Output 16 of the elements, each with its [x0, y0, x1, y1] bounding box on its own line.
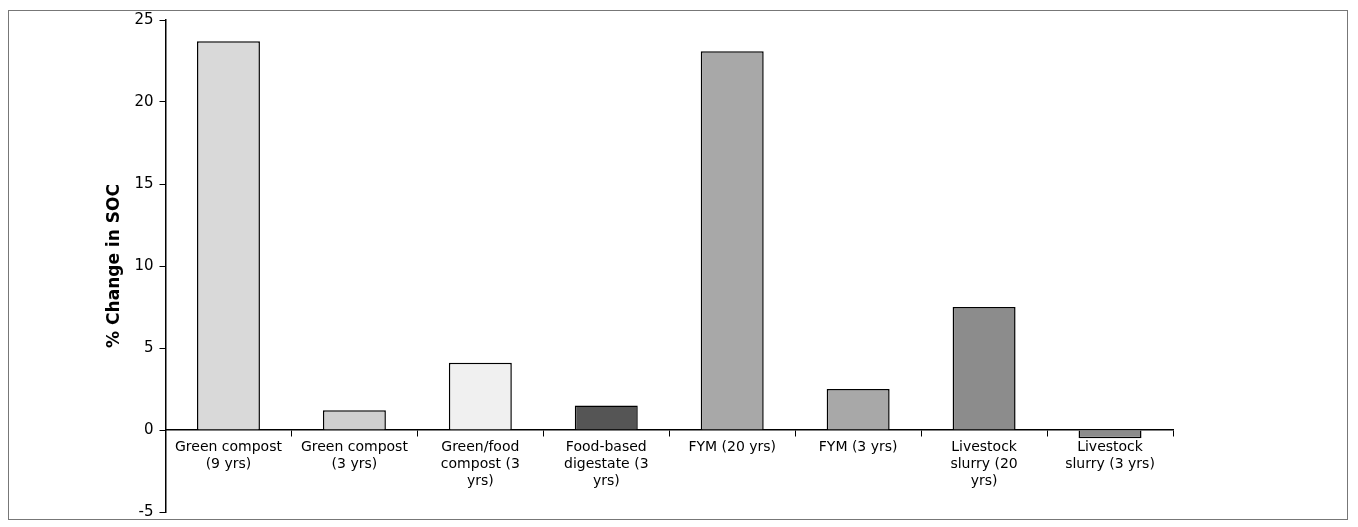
- x-tick-label: Green compost (9 yrs): [174, 438, 283, 471]
- x-tick-label: Livestock slurry (20 yrs): [950, 438, 1018, 488]
- x-tick-label: Food-based digestate (3 yrs): [563, 438, 649, 488]
- x-tick-label: Livestock slurry (3 yrs): [1065, 438, 1155, 471]
- y-axis-title: % Change in SOC: [102, 184, 123, 348]
- y-tick-label: 20: [134, 91, 154, 110]
- x-tick-label: Green compost (3 yrs): [300, 438, 409, 471]
- x-tick-label: FYM (20 yrs): [688, 438, 777, 455]
- y-tick-label: 15: [134, 173, 154, 192]
- y-tick-label: 5: [143, 337, 154, 356]
- y-tick-label: 0: [143, 419, 154, 438]
- x-tick-label: FYM (3 yrs): [818, 438, 898, 455]
- y-tick-label: 10: [134, 255, 154, 274]
- y-tick-label: -5: [138, 501, 154, 520]
- y-tick-label: 25: [134, 9, 154, 28]
- x-tick-label: Green/food compost (3 yrs): [440, 438, 520, 488]
